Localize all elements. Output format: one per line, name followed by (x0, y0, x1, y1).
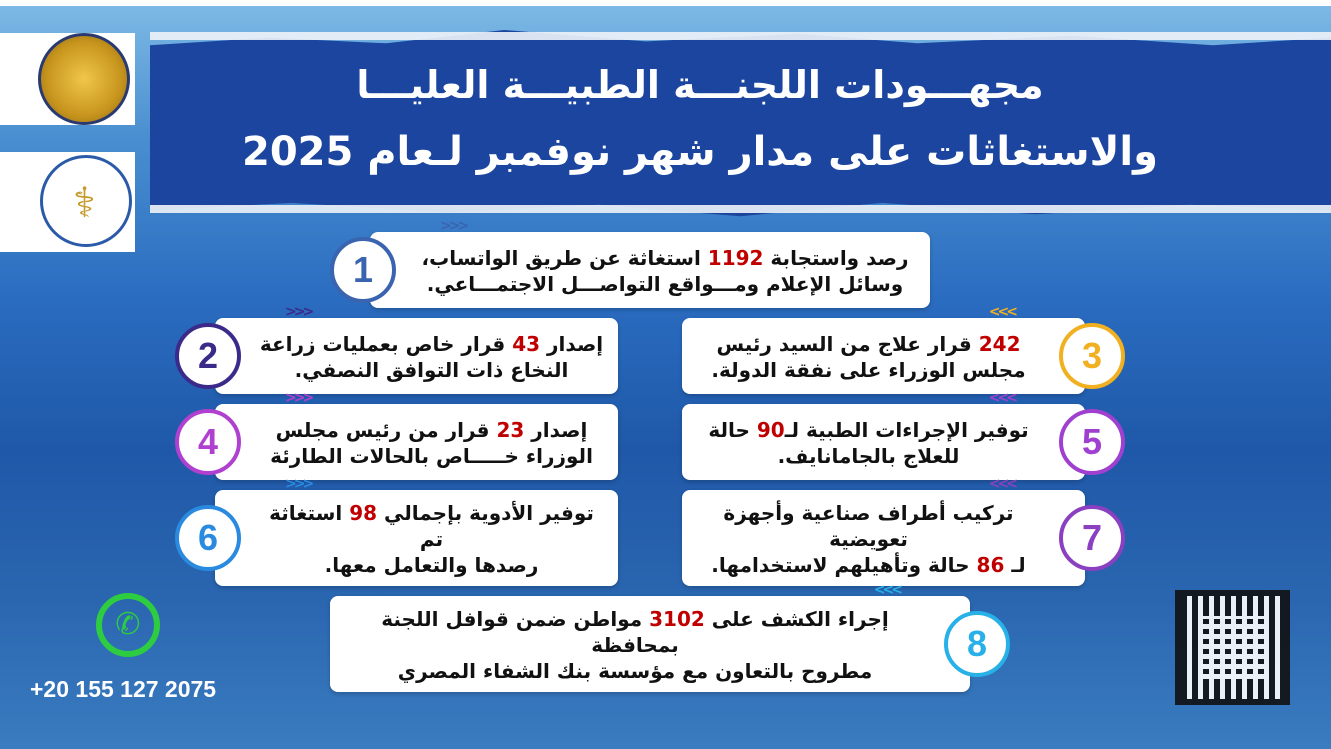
item-text: لـ (1004, 553, 1026, 577)
item-line-2: الوزراء خـــــاص بالحالات الطارئة (270, 444, 593, 468)
item-line-2: النخاع ذات التوافق النصفي. (294, 358, 569, 382)
item-line-1: تركيب أطراف صناعية وأجهزة تعويضية (696, 500, 1041, 552)
title-line-1: مجهـــودات اللجنـــة الطبيـــة العليـــا (356, 63, 1044, 107)
item-text: إصدار (524, 418, 588, 442)
item-line-2: للعلاج بالجامانايف. (777, 444, 960, 468)
item-card-4: إصدار 23 قرار من رئيس مجلس الوزراء خـــــ… (175, 391, 618, 480)
item-number-badge: 2 (175, 323, 241, 389)
qr-code[interactable] (1175, 590, 1290, 705)
chevron-decoration-icon: <<< (988, 390, 1018, 406)
item-text: مواطن ضمن قوافل اللجنة بمحافظة (381, 607, 679, 657)
item-number-badge: 5 (1059, 409, 1125, 475)
medical-committee-logo: ⚕ (40, 155, 132, 247)
item-text: قرار من رئيس مجلس (275, 418, 497, 442)
item-text: حالة (708, 418, 757, 442)
chevron-decoration-icon: >>> (285, 476, 314, 492)
item-line-2: مجلس الوزراء على نفقة الدولة. (711, 358, 1026, 382)
torn-edge-top (150, 32, 1331, 40)
item-text: تركيب أطراف صناعية وأجهزة تعويضية (723, 501, 1014, 551)
item-number: 242 (978, 332, 1021, 356)
item-line-1: إجراء الكشف على 3102 مواطن ضمن قوافل الل… (344, 606, 926, 658)
item-card-8: إجراء الكشف على 3102 مواطن ضمن قوافل الل… (330, 583, 1010, 692)
whatsapp-icon: ✆ (96, 593, 160, 657)
item-number-badge: 4 (175, 409, 241, 475)
item-line-1: توفير الإجراءات الطبية لـ90 حالة (696, 417, 1041, 443)
item-text: استغاثة تم (269, 501, 444, 551)
item-number-badge: 8 (944, 611, 1010, 677)
item-card-2: إصدار 43 قرار خاص بعمليات زراعة النخاع ذا… (175, 305, 618, 394)
items-grid: رصد واستجابة 1192 استغاثة عن طريق الواتس… (175, 219, 1125, 692)
chevron-decoration-icon: <<< (873, 582, 903, 598)
item-number-badge: 3 (1059, 323, 1125, 389)
phone-number: +20 155 127 2075 (30, 676, 217, 702)
item-card-7: تركيب أطراف صناعية وأجهزة تعويضية لـ 86 ح… (682, 477, 1125, 586)
item-number: 86 (976, 553, 1005, 577)
item-card-5: توفير الإجراءات الطبية لـ90 حالة للعلاج ب… (682, 391, 1125, 480)
egypt-cabinet-logo (38, 33, 130, 125)
item-line-1: توفير الأدوية بإجمالي 98 استغاثة تم (259, 500, 604, 552)
item-text: قرار علاج من السيد رئيس (716, 332, 979, 356)
item-line-2: رصدها والتعامل معها. (324, 553, 539, 577)
item-line-1: 242 قرار علاج من السيد رئيس (696, 331, 1041, 357)
item-card-6: توفير الأدوية بإجمالي 98 استغاثة تم رصدها… (175, 477, 618, 586)
item-line-2: لـ 86 حالة وتأهيلهم لاستخدامها. (696, 552, 1041, 578)
item-text: قرار خاص بعمليات زراعة (259, 332, 513, 356)
chevron-decoration-icon: >>> (285, 304, 314, 320)
item-number: 1192 (707, 246, 764, 270)
item-card-3: 242 قرار علاج من السيد رئيس مجلس الوزراء … (682, 305, 1125, 394)
item-number: 23 (496, 418, 525, 442)
item-text: حالة وتأهيلهم لاستخدامها. (711, 553, 977, 577)
chevron-decoration-icon: >>> (285, 390, 314, 406)
chevron-decoration-icon: <<< (988, 476, 1018, 492)
item-text: توفير الإجراءات الطبية لـ (784, 418, 1029, 442)
item-text: رصد واستجابة (763, 246, 909, 270)
item-line-1: إصدار 43 قرار خاص بعمليات زراعة (259, 331, 604, 357)
item-card-1: رصد واستجابة 1192 استغاثة عن طريق الواتس… (330, 219, 930, 308)
item-text: استغاثة عن طريق الواتساب، (421, 246, 708, 270)
item-line-2: وسائل الإعلام ومـــواقع التواصـــل الاجت… (426, 272, 904, 296)
item-line-1: رصد واستجابة 1192 استغاثة عن طريق الواتس… (414, 245, 916, 271)
item-line-1: إصدار 23 قرار من رئيس مجلس (259, 417, 604, 443)
item-number-badge: 1 (330, 237, 396, 303)
item-text: إصدار (540, 332, 604, 356)
item-number: 98 (349, 501, 378, 525)
item-number: 3102 (649, 607, 705, 631)
chevron-decoration-icon: >>> (440, 218, 469, 234)
item-line-2: مطروح بالتعاون مع مؤسسة بنك الشفاء المصر… (397, 659, 873, 683)
item-number-badge: 6 (175, 505, 241, 571)
title-banner (150, 30, 1331, 217)
chevron-decoration-icon: <<< (988, 304, 1018, 320)
item-number: 90 (756, 418, 785, 442)
title-line-2: والاستغاثات على مدار شهر نوفمبر لـعام 20… (241, 129, 1158, 175)
top-border (0, 0, 1331, 6)
item-number: 43 (512, 332, 541, 356)
item-text: إجراء الكشف على (704, 607, 889, 631)
torn-edge-bottom (150, 205, 1331, 213)
item-text: توفير الأدوية بإجمالي (377, 501, 594, 525)
item-number-badge: 7 (1059, 505, 1125, 571)
